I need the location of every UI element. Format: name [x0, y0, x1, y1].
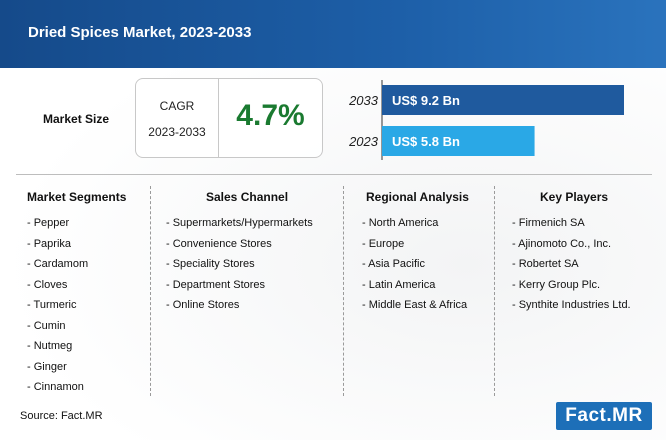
list-item: - Middle East & Africa	[362, 299, 468, 311]
list-item: - Paprika	[27, 237, 72, 250]
market-size-label: Market Size	[43, 112, 110, 126]
cagr-box: CAGR 2023-2033 4.7%	[135, 78, 323, 158]
list-item: - North America	[362, 217, 439, 229]
regional-analysis-column: Regional Analysis - North America - Europ…	[362, 190, 487, 316]
bar-value-label: US$ 5.8 Bn	[392, 134, 460, 149]
cagr-period: 2023-2033	[148, 125, 206, 139]
list-item: - Cumin	[27, 319, 66, 332]
sales-channel-column: Sales Channel - Supermarkets/Hypermarket…	[166, 190, 331, 316]
list-item: - Latin America	[362, 278, 436, 291]
key-players-title: Key Players	[540, 190, 609, 204]
list-item: - Pepper	[27, 217, 70, 229]
list-item: - Speciality Stores	[166, 258, 255, 270]
market-segments-title: Market Segments	[27, 190, 127, 204]
column-separator	[150, 186, 151, 396]
regional-analysis-list: - North America - Europe - Asia Pacific - L…	[362, 213, 487, 316]
section-divider	[16, 174, 652, 175]
sales-channel-title: Sales Channel	[206, 190, 289, 204]
market-size-bar-chart: 2033 US$ 9.2 Bn 2023 US$ 5.8 Bn	[348, 80, 624, 160]
list-item: - Department Stores	[166, 278, 266, 291]
key-players-list: - Firmenich SA - Ajinomoto Co., Inc. - Rob…	[512, 213, 657, 316]
list-item: - Convenience Stores	[166, 237, 272, 250]
cagr-divider	[218, 79, 219, 157]
column-separator	[343, 186, 344, 396]
regional-analysis-title: Regional Analysis	[366, 190, 469, 204]
bar-value-label: US$ 9.2 Bn	[392, 93, 460, 108]
logo-text: Fact.MR	[565, 405, 643, 426]
bar-category-label: 2033	[348, 93, 379, 108]
bar-2023	[382, 126, 535, 156]
list-item: - Synthite Industries Ltd.	[512, 299, 631, 311]
bar-category-label: 2023	[348, 134, 379, 149]
market-segments-list: - Pepper - Paprika - Cardamom - Cloves - Tur…	[27, 213, 137, 398]
list-item: - Ginger	[27, 360, 67, 373]
list-item: - Supermarkets/Hypermarkets	[166, 217, 313, 229]
list-item: - Firmenich SA	[512, 217, 585, 229]
list-item: - Nutmeg	[27, 340, 73, 352]
list-item: - Robertet SA	[512, 258, 579, 270]
key-players-column: Key Players - Firmenich SA - Ajinomoto Co…	[512, 190, 657, 316]
list-item: - Europe	[362, 237, 405, 250]
list-item: - Asia Pacific	[362, 258, 425, 270]
list-item: - Cinnamon	[27, 381, 84, 393]
market-segments-column: Market Segments - Pepper - Paprika - Carda…	[27, 190, 137, 398]
cagr-label: CAGR	[159, 99, 195, 113]
list-item: - Online Stores	[166, 299, 240, 311]
list-item: - Cardamom	[27, 258, 89, 270]
cagr-value: 4.7%	[236, 99, 305, 132]
header-banner: Dried Spices Market, 2023-2033	[0, 0, 666, 68]
list-item: - Ajinomoto Co., Inc.	[512, 237, 612, 250]
column-separator	[494, 186, 495, 396]
source-note: Source: Fact.MR	[20, 410, 103, 422]
list-item: - Cloves	[27, 278, 68, 291]
factmr-logo: Fact.MR	[556, 402, 652, 430]
bar-2033	[382, 85, 624, 115]
list-item: - Kerry Group Plc.	[512, 278, 601, 291]
sales-channel-list: - Supermarkets/Hypermarkets - Convenience…	[166, 213, 331, 316]
list-item: - Turmeric	[27, 299, 77, 311]
page-title: Dried Spices Market, 2023-2033	[28, 24, 252, 41]
